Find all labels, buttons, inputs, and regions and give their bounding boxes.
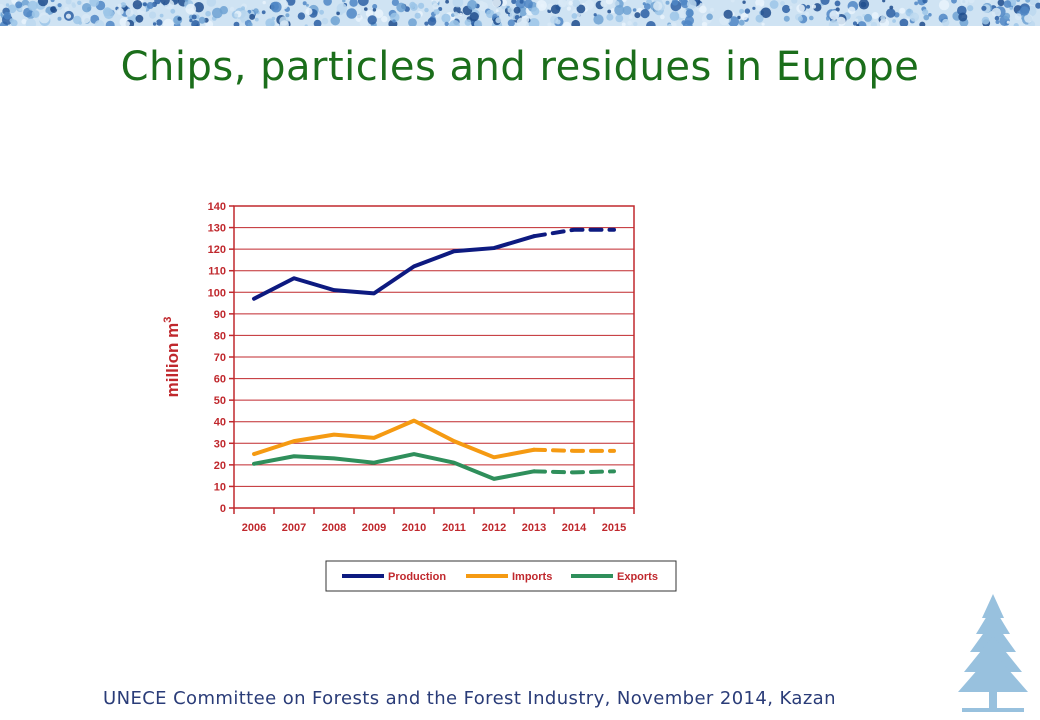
legend-label-exports: Exports	[617, 571, 658, 583]
y-tick-label: 60	[214, 374, 226, 386]
x-tick-label: 2013	[522, 522, 546, 534]
slide-footer: UNECE Committee on Forests and the Fores…	[103, 688, 836, 709]
x-tick-label: 2015	[602, 522, 626, 534]
exports-series-line	[252, 452, 536, 481]
y-tick-label: 10	[214, 481, 226, 493]
y-tick-label: 40	[214, 417, 226, 429]
slide-title: Chips, particles and residues in Europe	[120, 44, 920, 90]
x-tick-label: 2014	[562, 522, 587, 534]
x-tick-label: 2009	[362, 522, 386, 534]
exports-forecast-line	[532, 469, 616, 475]
y-tick-label: 140	[208, 201, 226, 213]
x-tick-label: 2010	[402, 522, 426, 534]
y-tick-label: 110	[208, 266, 226, 278]
legend-label-imports: Imports	[512, 571, 552, 583]
y-tick-label: 90	[214, 309, 226, 321]
decorative-banner	[0, 0, 1040, 26]
x-tick-label: 2007	[282, 522, 306, 534]
x-tick-label: 2011	[442, 522, 466, 534]
y-axis-label: million m3	[162, 317, 182, 398]
line-chart: 0 10 20 30 40 50 60 70 80 90 100 110 120 130 140 2006 20…	[162, 201, 677, 592]
legend-label-production: Production	[388, 571, 446, 583]
y-tick-label: 30	[214, 438, 226, 450]
imports-series-line	[252, 418, 536, 460]
y-tick-label: 130	[208, 223, 226, 235]
y-tick-label: 100	[208, 287, 226, 299]
y-tick-label: 0	[220, 503, 226, 515]
imports-forecast-line	[532, 447, 616, 453]
y-tick-label: 70	[214, 352, 226, 364]
production-series-line	[252, 234, 536, 301]
x-tick-label: 2006	[242, 522, 266, 534]
y-tick-label: 120	[208, 244, 226, 256]
x-tick-label: 2008	[322, 522, 346, 534]
x-tick-label: 2012	[482, 522, 506, 534]
y-tick-label: 80	[214, 330, 226, 342]
tree-logo-icon	[958, 594, 1028, 712]
y-tick-label: 20	[214, 460, 226, 472]
y-tick-label: 50	[214, 395, 226, 407]
